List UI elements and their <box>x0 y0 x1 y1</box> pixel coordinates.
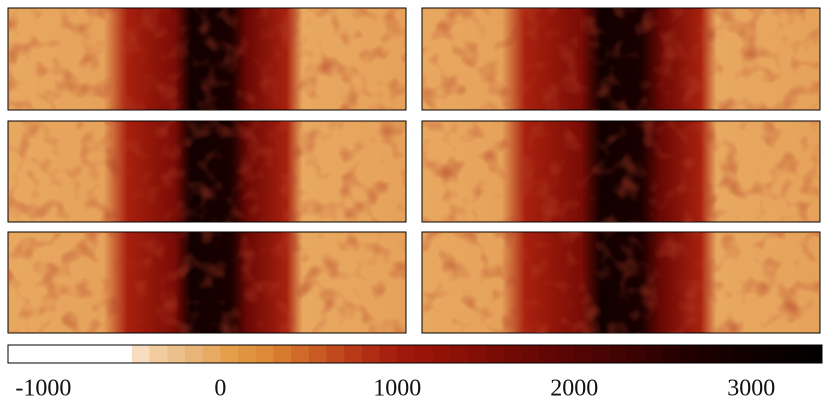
colorbar-swatch <box>768 345 788 363</box>
colorbar-swatch <box>698 345 717 363</box>
colorbar-swatch <box>202 345 221 363</box>
panel-texture <box>422 8 820 110</box>
colorbar-swatch <box>804 345 823 363</box>
colorbar-swatch <box>220 345 239 363</box>
colorbar-swatch <box>645 345 664 363</box>
colorbar-swatch <box>238 345 257 363</box>
panel-texture <box>8 232 406 333</box>
colorbar-swatch <box>167 345 186 363</box>
colorbar-swatch <box>450 345 469 363</box>
colorbar-swatch <box>627 345 646 363</box>
colorbar-swatch <box>308 345 328 363</box>
colorbar-swatch <box>273 345 292 363</box>
colorbar-tick-label: 3000 <box>727 376 775 402</box>
colorbar-swatch <box>255 345 274 363</box>
colorbar-swatch <box>131 345 151 363</box>
panel-texture <box>8 8 406 110</box>
colorbar-swatch <box>680 345 699 363</box>
colorbar-swatch <box>361 345 381 363</box>
colorbar-swatch <box>344 345 363 363</box>
colorbar: -1000 0 1000 2000 3000 <box>7 344 823 402</box>
colorbar-frame <box>7 344 823 364</box>
colorbar-swatch <box>114 345 133 363</box>
colorbar-swatch <box>415 345 434 363</box>
colorbar-swatch <box>485 345 504 363</box>
colorbar-swatch <box>556 345 575 363</box>
colorbar-swatch <box>379 345 398 363</box>
colorbar-swatch <box>786 345 805 363</box>
panels <box>7 7 821 334</box>
colorbar-swatch <box>538 345 558 363</box>
colorbar-tick-label: -1000 <box>15 376 71 402</box>
colorbar-swatch <box>503 345 522 363</box>
panel-texture <box>422 121 820 222</box>
colorbar-swatch <box>609 345 628 363</box>
colorbar-swatch <box>8 345 27 363</box>
colorbar-swatch <box>149 345 168 363</box>
colorbar-tick-label: 1000 <box>373 376 421 402</box>
panel-texture <box>422 232 820 333</box>
colorbar-swatch <box>733 345 752 363</box>
colorbar-swatch <box>751 345 770 363</box>
colorbar-swatch <box>397 345 416 363</box>
colorbar-swatch <box>184 345 204 363</box>
colorbar-swatch <box>574 345 593 363</box>
colorbar-swatch <box>432 345 451 363</box>
colorbar-swatch <box>468 345 487 363</box>
panel-texture <box>8 121 406 222</box>
colorbar-swatch <box>61 345 80 363</box>
colorbar-swatch <box>43 345 62 363</box>
colorbar-swatch <box>96 345 115 363</box>
colorbar-swatch <box>25 345 44 363</box>
colorbar-swatch <box>662 345 681 363</box>
colorbar-swatch <box>291 345 310 363</box>
colorbar-swatch <box>521 345 540 363</box>
colorbar-swatch <box>78 345 97 363</box>
colorbar-swatch <box>715 345 735 363</box>
colorbar-tick-label: 0 <box>214 376 226 402</box>
colorbar-tick-label: 2000 <box>550 376 598 402</box>
colorbar-swatch <box>326 345 345 363</box>
colorbar-swatch <box>591 345 611 363</box>
